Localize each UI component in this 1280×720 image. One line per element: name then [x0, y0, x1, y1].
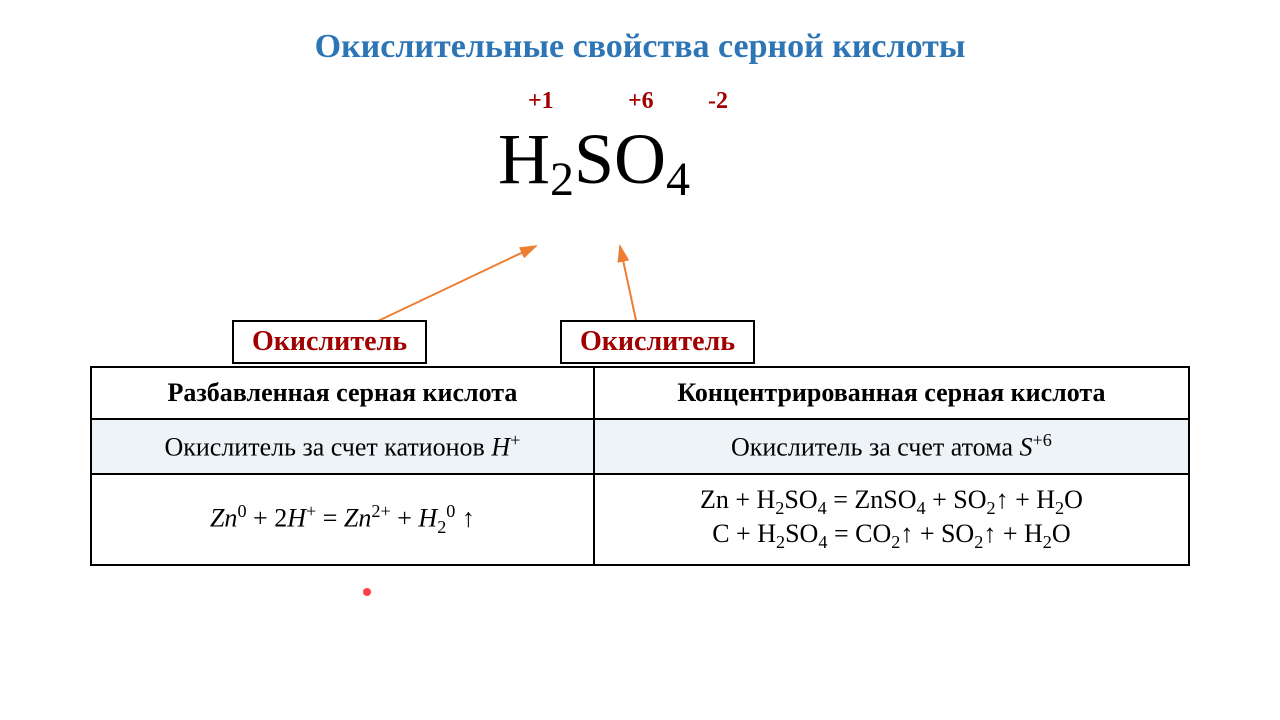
laser-pointer-dot [363, 588, 371, 596]
cell-dilute-desc: Окислитель за счет катионов H+ [91, 419, 594, 474]
col-header-dilute: Разбавленная серная кислота [91, 367, 594, 419]
label-right-oxidizer: Окислитель [560, 320, 755, 364]
cell-dilute-eq: Zn0 + 2H+ = Zn2+ + H20 ↑ [91, 474, 594, 565]
cell-conc-eq: Zn + H2SO4 = ZnSO4 + SO2↑ + H2OC + H2SO4… [594, 474, 1189, 565]
col-header-conc: Концентрированная серная кислота [594, 367, 1189, 419]
page-title: Окислительные свойства серной кислоты [0, 0, 1280, 66]
label-left-oxidizer: Окислитель [232, 320, 427, 364]
formula-diagram: +1 +6 -2 H2SO4 Окислитель Окислитель [0, 66, 1280, 366]
properties-table: Разбавленная серная кислота Концентриров… [90, 366, 1190, 566]
cell-conc-desc: Окислитель за счет атома S+6 [594, 419, 1189, 474]
